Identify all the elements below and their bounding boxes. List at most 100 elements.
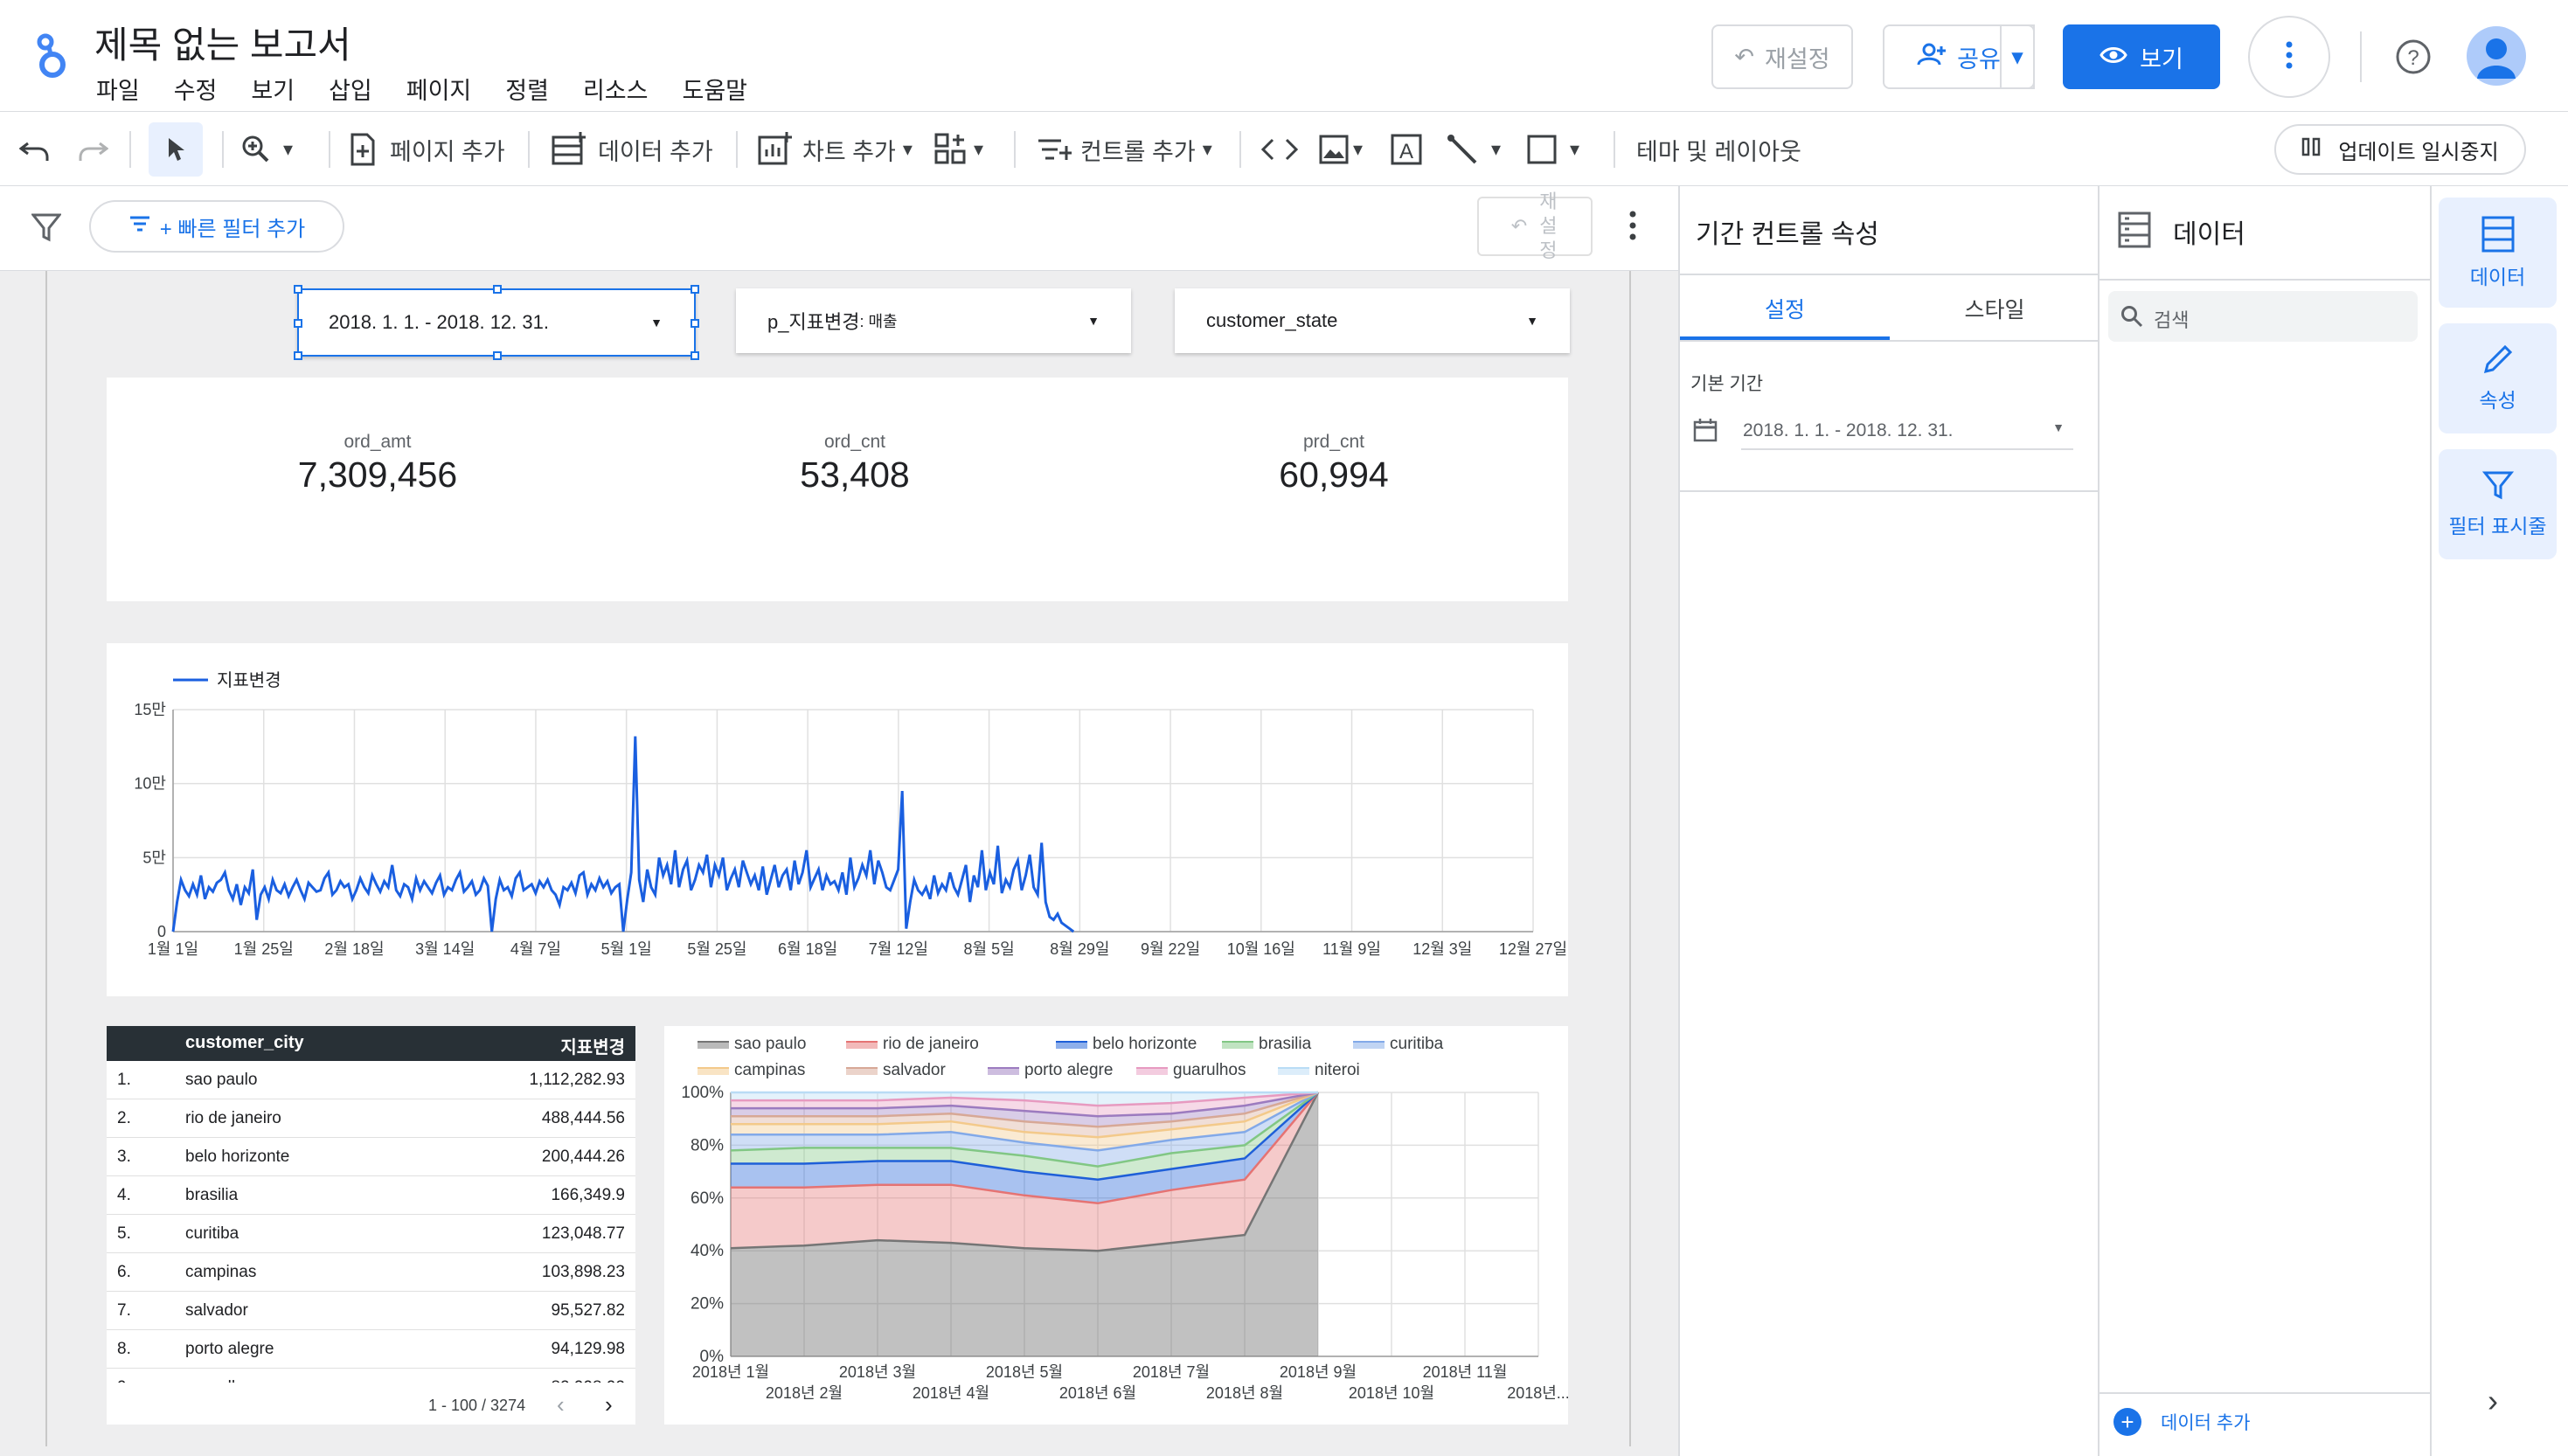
theme-layout-button[interactable]: 테마 및 레이아웃 <box>1636 138 1801 165</box>
community-components-button[interactable]: ▾ <box>934 112 983 187</box>
menu-arrange[interactable]: 정렬 <box>505 78 549 104</box>
legend-item[interactable]: curitiba <box>1353 1035 1444 1053</box>
selection-handle[interactable] <box>493 285 502 294</box>
add-data-button[interactable]: 데이터 추가 <box>551 112 713 187</box>
menu-edit[interactable]: 수정 <box>173 78 218 104</box>
stacked-area-chart[interactable]: sao paulo rio de janeiro belo horizonte bra… <box>664 1026 1570 1425</box>
add-chart-button[interactable]: 차트 추가 ▾ <box>757 112 913 187</box>
filter-reset-button[interactable]: ↶ 재설정 <box>1477 191 1593 261</box>
rail-properties-button[interactable]: 속성 <box>2439 323 2557 433</box>
x-tick-label: 9월 22일 <box>1141 940 1200 958</box>
menu-page[interactable]: 페이지 <box>406 78 472 104</box>
menu-resource[interactable]: 리소스 <box>582 78 649 104</box>
text-button[interactable]: A <box>1390 112 1423 187</box>
scorecard-prd-cnt[interactable]: prd_cnt 60,994 <box>1279 432 1389 495</box>
rail-filter-bar-button[interactable]: 필터 표시줄 <box>2439 449 2557 559</box>
filter-more-icon[interactable] <box>1629 211 1636 245</box>
table-row[interactable]: 8. porto alegre 94,129.98 <box>107 1330 635 1369</box>
database-icon <box>2117 211 2152 253</box>
add-page-button[interactable]: 페이지 추가 <box>350 112 505 187</box>
avatar[interactable] <box>2467 26 2526 86</box>
share-dropdown-button[interactable]: ▾ <box>2000 24 2035 89</box>
select-tool-button[interactable] <box>149 112 203 187</box>
selection-handle[interactable] <box>691 285 699 294</box>
col-metric-header[interactable]: 지표변경 <box>560 1038 625 1057</box>
row-number: 1. <box>117 1070 131 1089</box>
selection-handle[interactable] <box>294 351 302 360</box>
tab-setup[interactable]: 설정 <box>1764 298 1805 322</box>
menu-file[interactable]: 파일 <box>96 78 140 104</box>
legend-label: curitiba <box>1390 1035 1444 1053</box>
add-control-button[interactable]: 컨트롤 추가 ▾ <box>1037 112 1212 187</box>
x-tick-label: 2018년 4월 <box>913 1384 989 1402</box>
pause-update-button[interactable]: 업데이트 일시중지 <box>2274 124 2526 175</box>
legend-item[interactable]: belo horizonte <box>1056 1035 1197 1053</box>
zoom-button[interactable]: ▾ <box>241 112 293 187</box>
table-row[interactable]: 1. sao paulo 1,112,282.93 <box>107 1061 635 1099</box>
legend-item[interactable]: guarulhos <box>1136 1061 1246 1079</box>
default-range-select[interactable]: 2018. 1. 1. - 2018. 12. 31. ▼ <box>1741 410 2073 450</box>
report-title[interactable]: 제목 없는 보고서 <box>94 24 351 66</box>
customer-state-control[interactable]: customer_state ▼ <box>1175 288 1570 353</box>
caret-down-icon: ▾ <box>283 138 294 160</box>
legend-item[interactable]: sao paulo <box>698 1035 806 1053</box>
menu-insert[interactable]: 삽입 <box>329 78 372 104</box>
shape-button[interactable]: ▾ <box>1526 112 1579 187</box>
field-search-input[interactable]: 검색 <box>2108 291 2418 342</box>
scorecard-ord-cnt[interactable]: ord_cnt 53,408 <box>800 432 910 495</box>
legend-item[interactable]: porto alegre <box>988 1061 1113 1079</box>
selection-handle[interactable] <box>294 319 302 328</box>
table-row[interactable]: 7. salvador 95,527.82 <box>107 1292 635 1330</box>
area-layer <box>731 1092 1318 1180</box>
date-range-control[interactable]: 2018. 1. 1. - 2018. 12. 31. ▼ <box>294 285 699 360</box>
image-button[interactable]: ▾ <box>1318 112 1363 187</box>
selection-handle[interactable] <box>493 351 502 360</box>
table-row[interactable]: 6. campinas 103,898.23 <box>107 1253 635 1292</box>
filter-bar: + 빠른 필터 추가 ↶ 재설정 <box>0 186 1678 271</box>
rail-data-button[interactable]: 데이터 <box>2439 198 2557 308</box>
tab-style[interactable]: 스타일 <box>1964 298 2025 322</box>
x-tick-label: 3월 14일 <box>415 940 475 958</box>
help-icon[interactable]: ? <box>2395 38 2432 80</box>
line-button[interactable]: ▾ <box>1446 112 1501 187</box>
table-row[interactable]: 3. belo horizonte 200,444.26 <box>107 1138 635 1176</box>
embed-url-button[interactable] <box>1260 112 1299 187</box>
quick-filter-button[interactable]: + 빠른 필터 추가 <box>89 200 344 253</box>
selection-handle[interactable] <box>691 351 699 360</box>
redo-icon[interactable] <box>77 112 108 187</box>
undo-icon[interactable] <box>19 112 51 187</box>
filter-list-icon <box>128 214 151 239</box>
x-tick-label: 2018년 7월 <box>1133 1363 1210 1381</box>
legend-item[interactable]: brasilia <box>1222 1035 1312 1053</box>
reset-button[interactable]: ↶ 재설정 <box>1711 24 1853 89</box>
prev-page-icon[interactable]: ‹ <box>557 1391 565 1418</box>
scorecard-panel[interactable]: ord_amt 7,309,456 ord_cnt 53,408 prd_cnt… <box>107 378 1568 601</box>
selection-handle[interactable] <box>691 319 699 328</box>
time-series-chart[interactable]: 지표변경 15만 10만 5만 0 1월 1일 1월 25일 2월 18일 3월 14일 4월… <box>107 643 1568 996</box>
view-button[interactable]: 보기 <box>2063 24 2220 89</box>
city-table[interactable]: customer_city 지표변경 1. sao paulo 1,112,282.… <box>107 1026 635 1425</box>
menu-help[interactable]: 도움말 <box>682 78 748 104</box>
legend-swatch <box>1056 1042 1087 1049</box>
selection-handle[interactable] <box>294 285 302 294</box>
col-city-header[interactable]: customer_city <box>185 1033 304 1052</box>
scorecard-ord-amt[interactable]: ord_amt 7,309,456 <box>297 432 458 495</box>
legend-item[interactable]: rio de janeiro <box>846 1035 979 1053</box>
table-row[interactable]: 5. curitiba 123,048.77 <box>107 1215 635 1253</box>
next-page-icon[interactable]: › <box>605 1391 613 1418</box>
data-panel-divider <box>2100 279 2432 281</box>
filter-icon[interactable] <box>30 212 63 246</box>
add-person-icon <box>1917 43 1947 72</box>
metric-parameter-control[interactable]: p_지표변경 : 매출 ▼ <box>736 288 1131 353</box>
table-row[interactable]: 2. rio de janeiro 488,444.56 <box>107 1099 635 1138</box>
legend-item[interactable]: salvador <box>846 1061 946 1079</box>
table-row[interactable]: 4. brasilia 166,349.9 <box>107 1176 635 1215</box>
more-options-button[interactable] <box>2248 16 2330 98</box>
add-data-link[interactable]: + 데이터 추가 <box>2113 1408 2250 1436</box>
y-tick-label: 15만 <box>134 701 166 718</box>
legend-item[interactable]: niteroi <box>1278 1061 1360 1079</box>
menu-view[interactable]: 보기 <box>251 78 295 104</box>
expand-panel-icon[interactable]: › <box>2488 1383 2498 1418</box>
legend-item[interactable]: campinas <box>698 1061 805 1079</box>
looker-studio-logo[interactable] <box>33 30 68 82</box>
